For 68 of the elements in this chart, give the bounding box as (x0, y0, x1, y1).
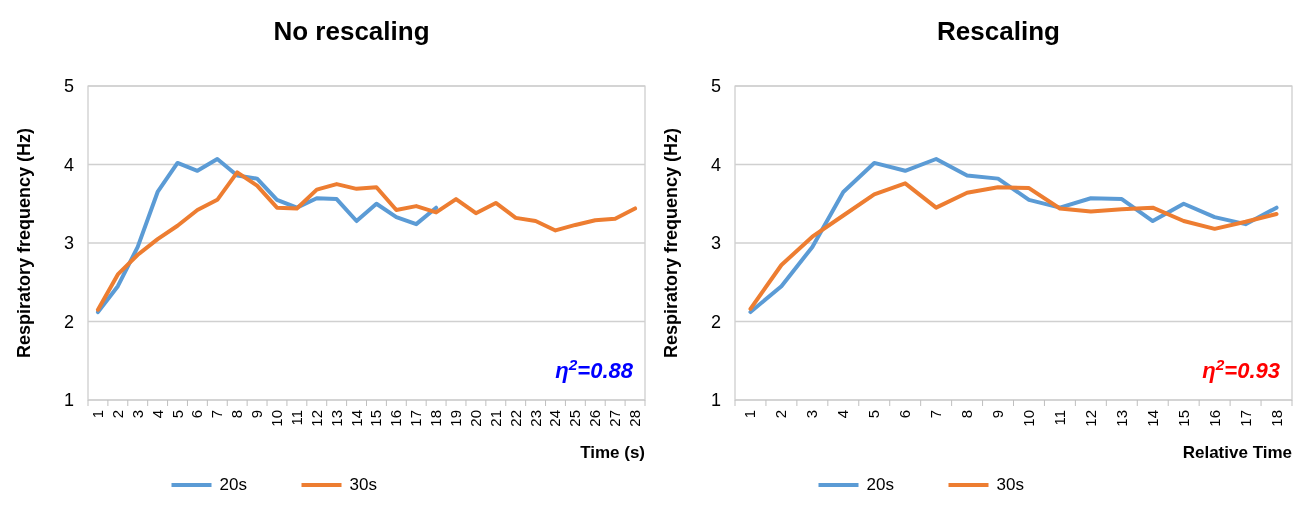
x-tick-label: 15 (367, 410, 385, 427)
x-tick-label: 21 (486, 410, 504, 427)
x-tick-label: 11 (1050, 410, 1068, 426)
x-tick-label: 11 (287, 410, 305, 426)
x-tick-label: 17 (407, 410, 425, 427)
x-tick-label: 4 (148, 410, 166, 419)
x-tick-label: 18 (427, 410, 445, 427)
y-tick-label: 5 (710, 76, 721, 97)
x-tick-label: 8 (228, 410, 246, 419)
x-tick-label: 26 (586, 410, 604, 427)
x-tick-label: 25 (566, 410, 584, 427)
x-tick-label: 10 (1019, 410, 1037, 427)
y-tick-label: 3 (63, 233, 74, 254)
y-tick-label: 4 (63, 154, 74, 175)
legend-label: 30s (349, 475, 377, 494)
y-tick-label: 5 (63, 76, 74, 97)
x-tick-label: 6 (896, 410, 914, 419)
chart-title: Rescaling (937, 16, 1060, 46)
x-tick-label: 24 (546, 410, 564, 427)
x-tick-label: 14 (1143, 410, 1161, 427)
y-axis-title: Respiratory frequency (Hz) (14, 127, 34, 359)
y-axis-title: Respiratory frequency (Hz) (661, 127, 681, 359)
legend-label: 20s (219, 475, 247, 494)
x-tick-label: 2 (772, 410, 790, 419)
x-tick-label: 17 (1236, 410, 1254, 427)
annotation: η$^{2}$=0.93 (1202, 355, 1280, 383)
line-series (748, 181, 1279, 311)
line-series (95, 170, 638, 312)
x-tick-label: 27 (606, 410, 624, 427)
x-axis-title: Time (s) (580, 443, 645, 462)
x-tick-label: 2 (108, 410, 126, 419)
x-tick-label: 6 (188, 410, 206, 419)
x-tick-label: 4 (834, 410, 852, 419)
legend-label: 20s (866, 475, 894, 494)
x-tick-label: 13 (327, 410, 345, 427)
x-tick-label: 5 (865, 410, 883, 419)
chart-title: No rescaling (273, 16, 430, 46)
x-tick-label: 9 (989, 410, 1007, 419)
annotation: η$^{2}$=0.88 (555, 355, 634, 383)
y-tick-label: 3 (710, 233, 721, 254)
x-tick-label: 1 (741, 410, 759, 419)
x-tick-label: 18 (1267, 410, 1285, 427)
x-tick-label: 9 (248, 410, 266, 419)
x-tick-label: 7 (208, 410, 226, 419)
x-tick-label: 16 (1205, 410, 1223, 427)
y-tick-label: 2 (710, 311, 721, 332)
x-tick-label: 22 (506, 410, 524, 427)
x-tick-label: 12 (307, 410, 325, 427)
y-tick-label: 2 (63, 311, 74, 332)
x-tick-label: 3 (803, 410, 821, 419)
x-tick-label: 10 (267, 410, 285, 427)
x-tick-label: 23 (526, 410, 544, 427)
x-tick-label: 19 (447, 410, 465, 427)
x-tick-label: 13 (1112, 410, 1130, 427)
x-tick-label: 20 (466, 410, 484, 427)
x-tick-label: 3 (128, 410, 146, 419)
legend-label: 30s (996, 475, 1024, 494)
x-tick-label: 15 (1174, 410, 1192, 427)
x-tick-label: 28 (626, 410, 644, 427)
x-tick-label: 8 (958, 410, 976, 419)
y-tick-label: 4 (710, 154, 721, 175)
x-tick-label: 1 (88, 410, 106, 419)
x-tick-label: 5 (168, 410, 186, 419)
x-tick-label: 14 (347, 410, 365, 427)
x-tick-label: 12 (1081, 410, 1099, 427)
x-tick-label: 16 (387, 410, 405, 427)
x-axis-title: Relative Time (1182, 443, 1292, 462)
x-tick-label: 7 (927, 410, 945, 419)
